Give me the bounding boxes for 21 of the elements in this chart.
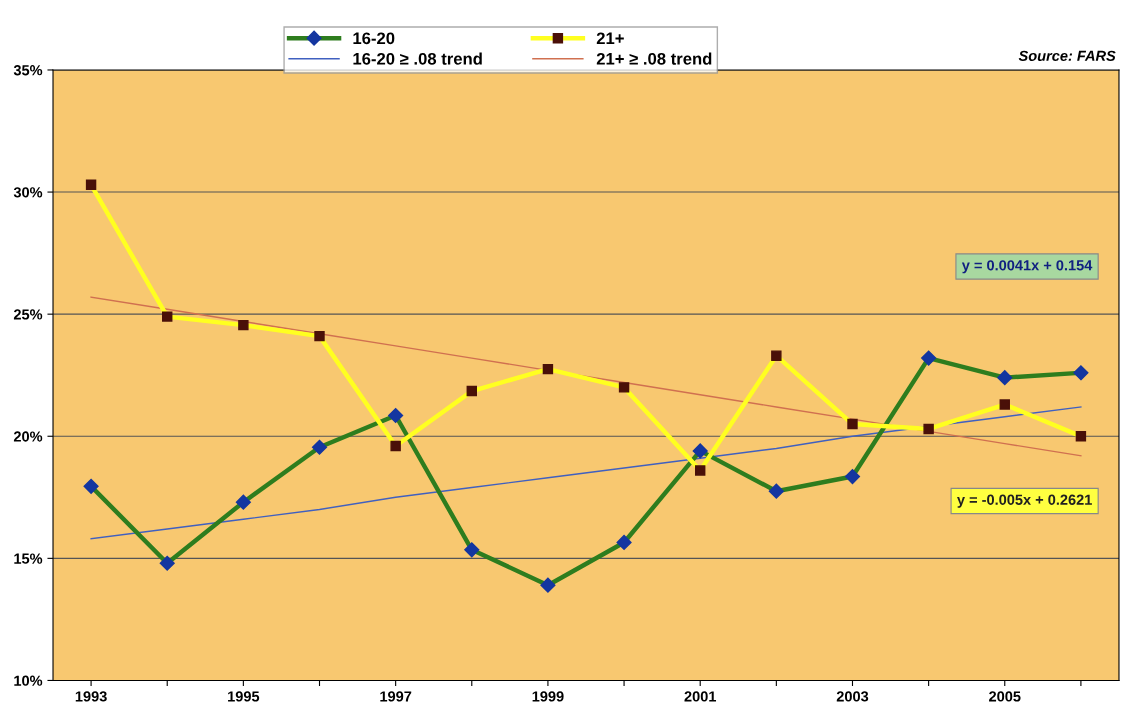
x-tick-label: 1997 <box>380 691 412 702</box>
x-tick-label: 1999 <box>532 691 564 702</box>
line-series <box>90 296 1082 457</box>
y-tick-label: 30% <box>13 187 43 198</box>
legend-label: 16-20 <box>353 32 395 45</box>
legend-label: 21+ ≥ .08 trend <box>596 52 712 65</box>
x-tick-label: 2001 <box>684 691 717 702</box>
annotation: y = 0.0041x + 0.154 <box>961 260 1093 274</box>
y-tick-label: 35% <box>13 65 43 76</box>
source-note: Source: FARS <box>1018 50 1116 61</box>
y-tick-label: 25% <box>13 309 43 320</box>
y-tick-label: 20% <box>13 431 43 442</box>
x-tick-label: 2003 <box>836 691 869 702</box>
y-tick-label: 10% <box>14 675 43 686</box>
x-tick-label: 1993 <box>75 691 107 702</box>
legend-label: 21+ <box>596 32 624 45</box>
y-tick-label: 15% <box>14 553 43 564</box>
x-tick-label: 1995 <box>228 691 260 702</box>
annotation: y = -0.005x + 0.2621 <box>957 494 1092 508</box>
legend-label: 16-20 ≥ .08 trend <box>353 52 482 65</box>
x-tick-label: 2005 <box>989 691 1021 702</box>
